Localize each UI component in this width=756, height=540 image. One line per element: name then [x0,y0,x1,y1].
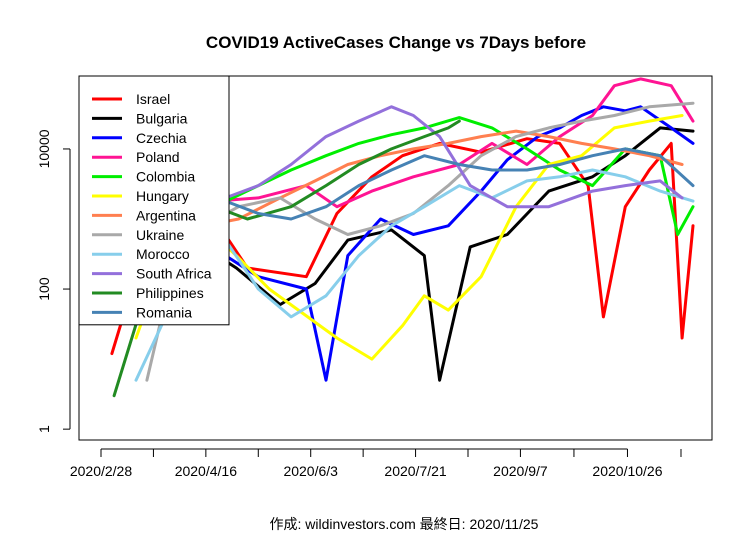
legend-label: Morocco [136,246,190,262]
legend-item: Philippines [92,285,204,301]
legend-label: Ukraine [136,227,184,243]
legend-label: Hungary [136,188,189,204]
legend-item: Colombia [92,169,195,185]
legend-label: Israel [136,91,170,107]
legend: Israel Bulgaria Czechia Poland Colombia Hunga… [78,75,230,326]
legend-label: Bulgaria [136,110,188,126]
legend-item: South Africa [92,266,212,282]
x-tick-label: 2020/6/3 [283,463,338,479]
legend-item: Argentina [92,207,196,223]
legend-item: Poland [92,149,180,165]
legend-item: Czechia [92,130,187,146]
legend-item: Morocco [92,246,190,262]
legend-label: Argentina [136,207,196,223]
legend-item: Romania [92,304,192,320]
x-tick-label: 2020/4/16 [175,463,237,479]
x-axis: 2020/2/28 2020/4/16 2020/6/3 2020/7/21 2020/… [70,448,682,479]
legend-label: Colombia [136,169,195,185]
legend-label: Philippines [136,285,204,301]
legend-label: Czechia [136,130,187,146]
legend-label: Romania [136,304,192,320]
x-tick-label: 2020/2/28 [70,463,132,479]
legend-item: Bulgaria [92,110,188,126]
legend-item: Hungary [92,188,189,204]
y-axis: 1 100 10000 [36,129,71,433]
y-tick-label: 1 [36,425,52,433]
x-tick-label: 2020/7/21 [384,463,446,479]
legend-item: Israel [92,91,170,107]
legend-label: Poland [136,149,180,165]
chart-title: COVID19 ActiveCases Change vs 7Days befo… [206,33,586,52]
x-tick-label: 2020/10/26 [592,463,662,479]
y-tick-label: 10000 [36,129,52,168]
x-tick-label: 2020/9/7 [493,463,548,479]
legend-item: Ukraine [92,227,184,243]
footer-credit: 作成: wildinvestors.com 最終日: 2020/11/25 [270,516,539,532]
legend-label: South Africa [136,266,212,282]
y-tick-label: 100 [36,277,52,301]
